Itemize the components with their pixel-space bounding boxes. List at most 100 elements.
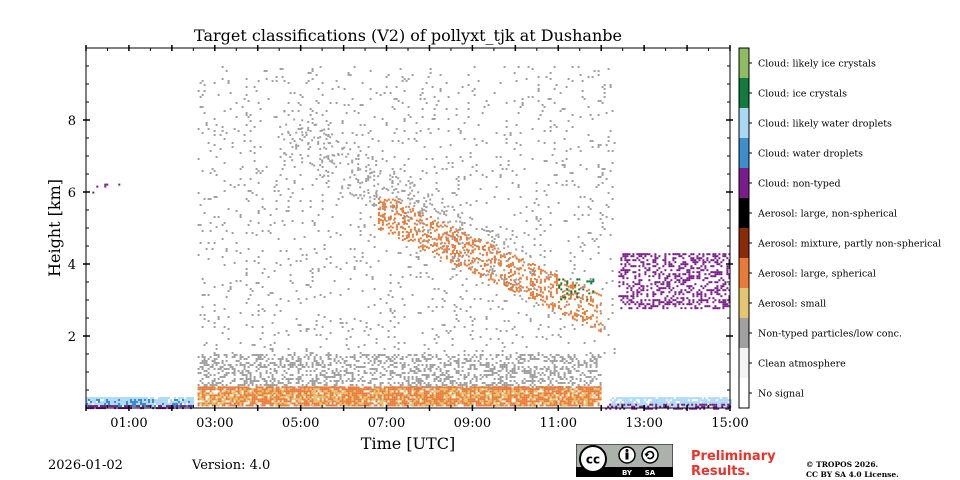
heatmap-cell (655, 399, 658, 402)
heatmap-cell (551, 274, 554, 276)
heatmap-cell (253, 146, 256, 148)
heatmap-cell (317, 102, 320, 104)
heatmap-cell (379, 382, 382, 384)
heatmap-cell (297, 298, 300, 300)
heatmap-cell (317, 88, 320, 90)
heatmap-cell (491, 388, 494, 391)
heatmap-cell (505, 404, 508, 407)
heatmap-cell (315, 100, 318, 102)
heatmap-cell (423, 356, 426, 358)
heatmap-cell (489, 308, 492, 310)
heatmap-cell (653, 399, 656, 402)
heatmap-cell (235, 400, 238, 403)
heatmap-cell (381, 374, 384, 376)
heatmap-cell (323, 394, 326, 397)
heatmap-cell (427, 390, 430, 393)
heatmap-cell (477, 124, 480, 126)
heatmap-cell (365, 372, 368, 374)
heatmap-cell (445, 404, 448, 407)
heatmap-cell (705, 399, 708, 402)
heatmap-cell (128, 397, 130, 400)
heatmap-cell (515, 352, 518, 354)
heatmap-cell (507, 384, 510, 386)
heatmap-cell (273, 380, 276, 382)
heatmap-cell (397, 140, 400, 142)
heatmap-cell (148, 403, 150, 406)
heatmap-cell (479, 298, 482, 300)
heatmap-cell (435, 402, 438, 405)
heatmap-cell (423, 392, 426, 395)
heatmap-cell (587, 134, 590, 136)
heatmap-cell (154, 401, 156, 404)
heatmap-cell (459, 130, 462, 132)
heatmap-cell (205, 374, 208, 376)
heatmap-cell (427, 384, 430, 386)
heatmap-cell (239, 372, 242, 374)
heatmap-cell (397, 348, 400, 350)
heatmap-cell (293, 238, 296, 240)
heatmap-cell (207, 242, 210, 244)
heatmap-cell (305, 400, 308, 403)
heatmap-cell (369, 390, 372, 393)
heatmap-cell (299, 378, 302, 380)
heatmap-cell (455, 398, 458, 401)
heatmap-cell (271, 404, 274, 407)
heatmap-cell (269, 404, 272, 407)
heatmap-cell (665, 405, 668, 408)
heatmap-cell (503, 362, 506, 364)
heatmap-cell (379, 94, 382, 96)
heatmap-cell (493, 396, 496, 399)
heatmap-cell (347, 330, 350, 332)
heatmap-cell (553, 364, 556, 366)
heatmap-cell (545, 400, 548, 403)
heatmap-cell (245, 302, 248, 304)
heatmap-cell (273, 116, 276, 118)
heatmap-cell (213, 170, 216, 172)
heatmap-cell (409, 384, 412, 386)
heatmap-cell (223, 222, 226, 224)
heatmap-cell (275, 394, 278, 397)
heatmap-cell (395, 386, 398, 389)
heatmap-cell (465, 388, 468, 391)
heatmap-cell (261, 378, 264, 380)
heatmap-cell (413, 366, 416, 368)
heatmap-cell (477, 360, 480, 362)
heatmap-cell (523, 386, 526, 389)
heatmap-cell (511, 368, 514, 370)
heatmap-cell (251, 326, 254, 328)
heatmap-cell (469, 360, 472, 362)
heatmap-cell (509, 402, 512, 405)
heatmap-cell (453, 368, 456, 370)
heatmap-cell (160, 405, 162, 408)
heatmap-cell (607, 192, 610, 194)
heatmap-cell (371, 276, 374, 278)
heatmap-cell (197, 372, 200, 374)
heatmap-cell (529, 272, 532, 274)
heatmap-cell (579, 116, 582, 118)
heatmap-cell (201, 294, 204, 296)
heatmap-cell (407, 364, 410, 366)
heatmap-cell (437, 358, 440, 360)
heatmap-cell (289, 398, 292, 401)
heatmap-cell (409, 392, 412, 395)
heatmap-cell (555, 360, 558, 362)
heatmap-cell (581, 214, 584, 216)
heatmap-cell (607, 68, 610, 70)
heatmap-cell (383, 398, 386, 401)
heatmap-cell (138, 399, 140, 401)
heatmap-cell (451, 258, 454, 260)
heatmap-cell (443, 364, 446, 366)
heatmap-cell (391, 392, 394, 395)
heatmap-cell (431, 398, 434, 401)
heatmap-cell (213, 394, 216, 397)
heatmap-cell (407, 354, 410, 356)
heatmap-cell (493, 238, 496, 240)
heatmap-cell (469, 400, 472, 403)
heatmap-cell (243, 392, 246, 395)
heatmap-cell (535, 218, 538, 220)
heatmap-cell (347, 398, 350, 401)
heatmap-cell (142, 397, 144, 400)
heatmap-cell (251, 384, 254, 386)
heatmap-cell (685, 399, 688, 402)
heatmap-cell (695, 407, 698, 410)
